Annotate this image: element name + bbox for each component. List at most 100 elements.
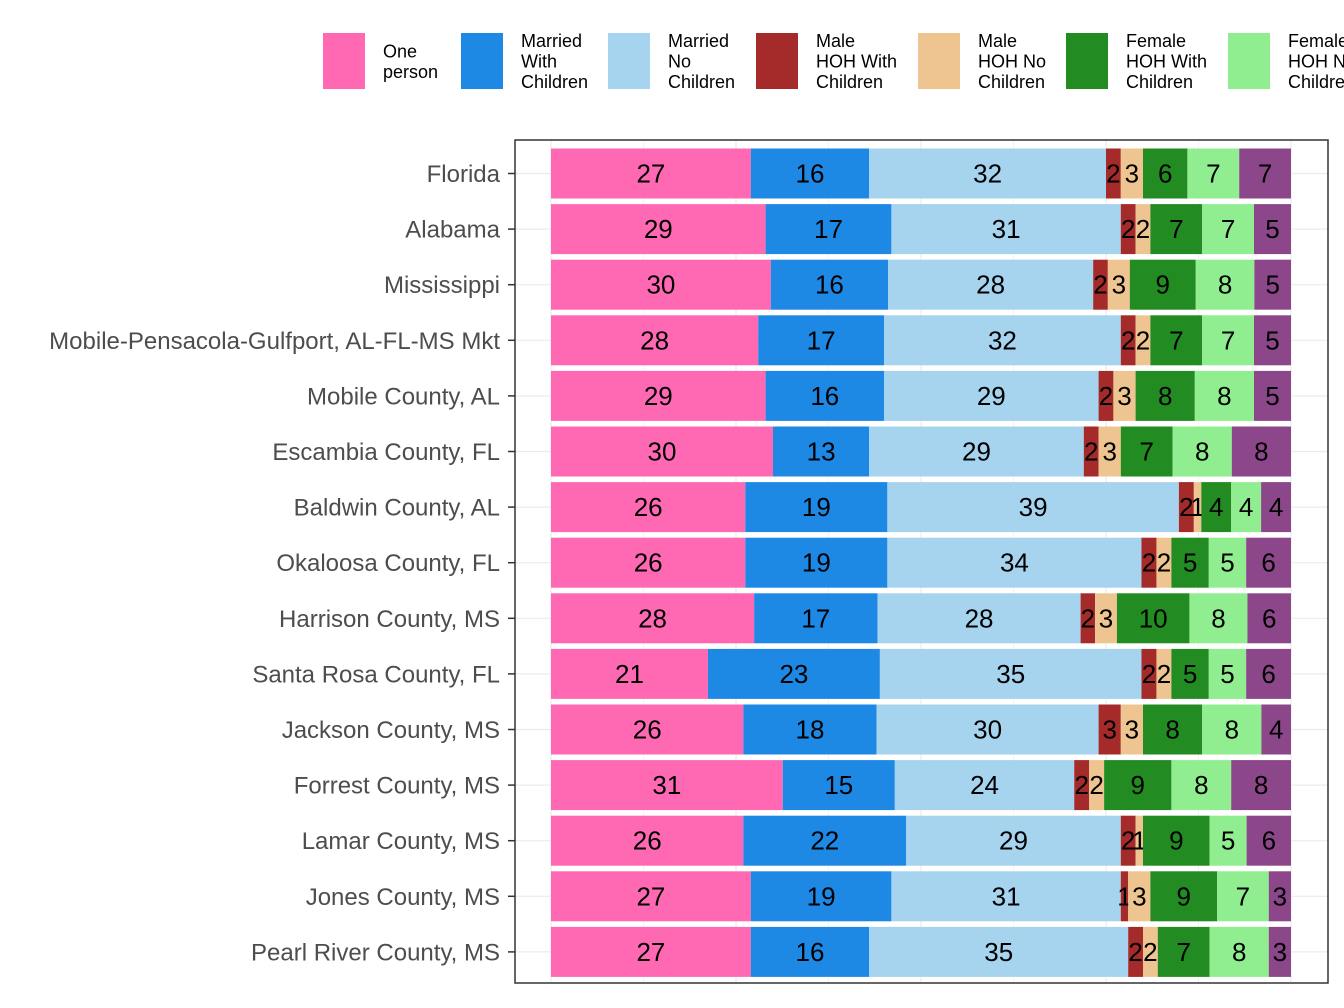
y-axis-tick-label: Jackson County, MS: [282, 717, 500, 744]
bar-segment: [1171, 760, 1232, 811]
bar-segment: [1141, 537, 1157, 588]
bar-value-label: 2: [1128, 937, 1142, 967]
bar-value-label: 34: [1000, 548, 1029, 578]
legend-swatch: [1228, 33, 1270, 89]
bar-value-label: 2: [1179, 492, 1193, 522]
bar-segment: [1178, 482, 1194, 533]
bar-segment: [1187, 148, 1240, 199]
bar-segment: [1083, 426, 1099, 477]
bar-segment: [1074, 760, 1090, 811]
bar-segment: [758, 315, 884, 366]
bar-segment: [887, 537, 1142, 588]
bar-value-label: 7: [1169, 214, 1183, 244]
bar-value-label: 5: [1220, 548, 1234, 578]
bar-value-label: 29: [999, 826, 1028, 856]
bar-value-label: 8: [1218, 270, 1232, 300]
y-axis-tick-label: Alabama: [405, 217, 500, 244]
bar-value-label: 16: [810, 381, 839, 411]
bar-value-label: 32: [988, 325, 1017, 355]
bar-value-label: 35: [996, 659, 1025, 689]
legend-label: Children: [521, 72, 588, 92]
bar-segment: [1120, 704, 1143, 755]
bar-segment: [876, 704, 1099, 755]
bar-value-label: 8: [1254, 770, 1268, 800]
bar-value-label: 8: [1195, 437, 1209, 467]
bar-segment: [1120, 815, 1136, 866]
bar-segment: [894, 760, 1075, 811]
bar-value-label: 31: [992, 214, 1021, 244]
bar-value-label: 30: [648, 437, 677, 467]
bar-value-label: 4: [1269, 492, 1283, 522]
bar-segment: [551, 315, 759, 366]
bar-value-label: 6: [1261, 548, 1275, 578]
bar-value-label: 2: [1121, 826, 1135, 856]
bar-segment: [1116, 593, 1190, 644]
bar-segment: [750, 148, 870, 199]
bar-value-label: 2: [1143, 937, 1157, 967]
bar-segment: [1093, 259, 1108, 310]
bar-segment: [891, 204, 1121, 255]
y-axis-tick-label: Baldwin County, AL: [294, 495, 500, 522]
bar-value-label: 8: [1225, 715, 1239, 745]
legend-label: HOH With: [1126, 52, 1207, 72]
bar-value-label: 1: [1190, 492, 1204, 522]
y-axis-tick-label: Escambia County, FL: [272, 439, 500, 466]
bar-segment: [1246, 815, 1291, 866]
bar-segment: [1268, 871, 1291, 922]
y-axis-tick-label: Jones County, MS: [306, 884, 500, 911]
bar-segment: [551, 815, 744, 866]
bar-value-label: 16: [796, 937, 825, 967]
bar-segment: [1231, 482, 1262, 533]
bar-segment: [1143, 148, 1188, 199]
bar-segment: [869, 426, 1084, 477]
bar-segment: [745, 537, 888, 588]
bar-value-label: 26: [634, 548, 663, 578]
bar-value-label: 8: [1232, 937, 1246, 967]
bar-segment: [551, 593, 755, 644]
bar-value-label: 3: [1125, 715, 1139, 745]
legend: OnepersonMarriedWithChildrenMarriedNoChi…: [323, 31, 1344, 92]
bar-segment: [765, 370, 884, 421]
bar-value-label: 8: [1217, 381, 1231, 411]
bar-segment: [1120, 426, 1173, 477]
y-axis-tick-label: Harrison County, MS: [279, 606, 500, 633]
bar-segment: [551, 926, 751, 977]
bar-segment: [1239, 148, 1291, 199]
bar-value-label: 8: [1254, 437, 1268, 467]
bar-value-label: 23: [779, 659, 808, 689]
bar-value-label: 22: [810, 826, 839, 856]
bar-value-label: 2: [1081, 603, 1095, 633]
bar-segment: [1195, 259, 1255, 310]
bar-value-label: 2: [1157, 659, 1171, 689]
bar-value-label: 2: [1121, 214, 1135, 244]
bar-value-label: 2: [1142, 548, 1156, 578]
bar-segment: [877, 593, 1081, 644]
bar-value-label: 6: [1262, 603, 1276, 633]
bar-value-label: 7: [1139, 437, 1153, 467]
bar-segment: [884, 370, 1099, 421]
bar-value-label: 8: [1158, 381, 1172, 411]
bar-segment: [743, 704, 877, 755]
bar-segment: [1254, 204, 1291, 255]
bar-segment: [1150, 204, 1203, 255]
bar-segment: [1135, 370, 1195, 421]
bar-value-label: 3: [1102, 437, 1116, 467]
bar-value-label: 3: [1132, 881, 1146, 911]
bar-value-label: 31: [992, 881, 1021, 911]
bar-value-label: 3: [1102, 715, 1116, 745]
bar-segment: [1120, 871, 1129, 922]
legend-swatch: [756, 33, 798, 89]
bar-segment: [1135, 315, 1151, 366]
bar-segment: [773, 426, 870, 477]
bar-value-label: 2: [1136, 214, 1150, 244]
bar-value-label: 29: [962, 437, 991, 467]
bar-value-label: 3: [1117, 381, 1131, 411]
legend-label: HOH N: [1288, 52, 1344, 72]
bar-value-label: 7: [1221, 325, 1235, 355]
bar-segment: [906, 815, 1121, 866]
bar-segment: [551, 204, 766, 255]
bar-value-label: 7: [1221, 214, 1235, 244]
y-axis-tick-label: Florida: [427, 161, 501, 188]
bar-segment: [1150, 315, 1203, 366]
